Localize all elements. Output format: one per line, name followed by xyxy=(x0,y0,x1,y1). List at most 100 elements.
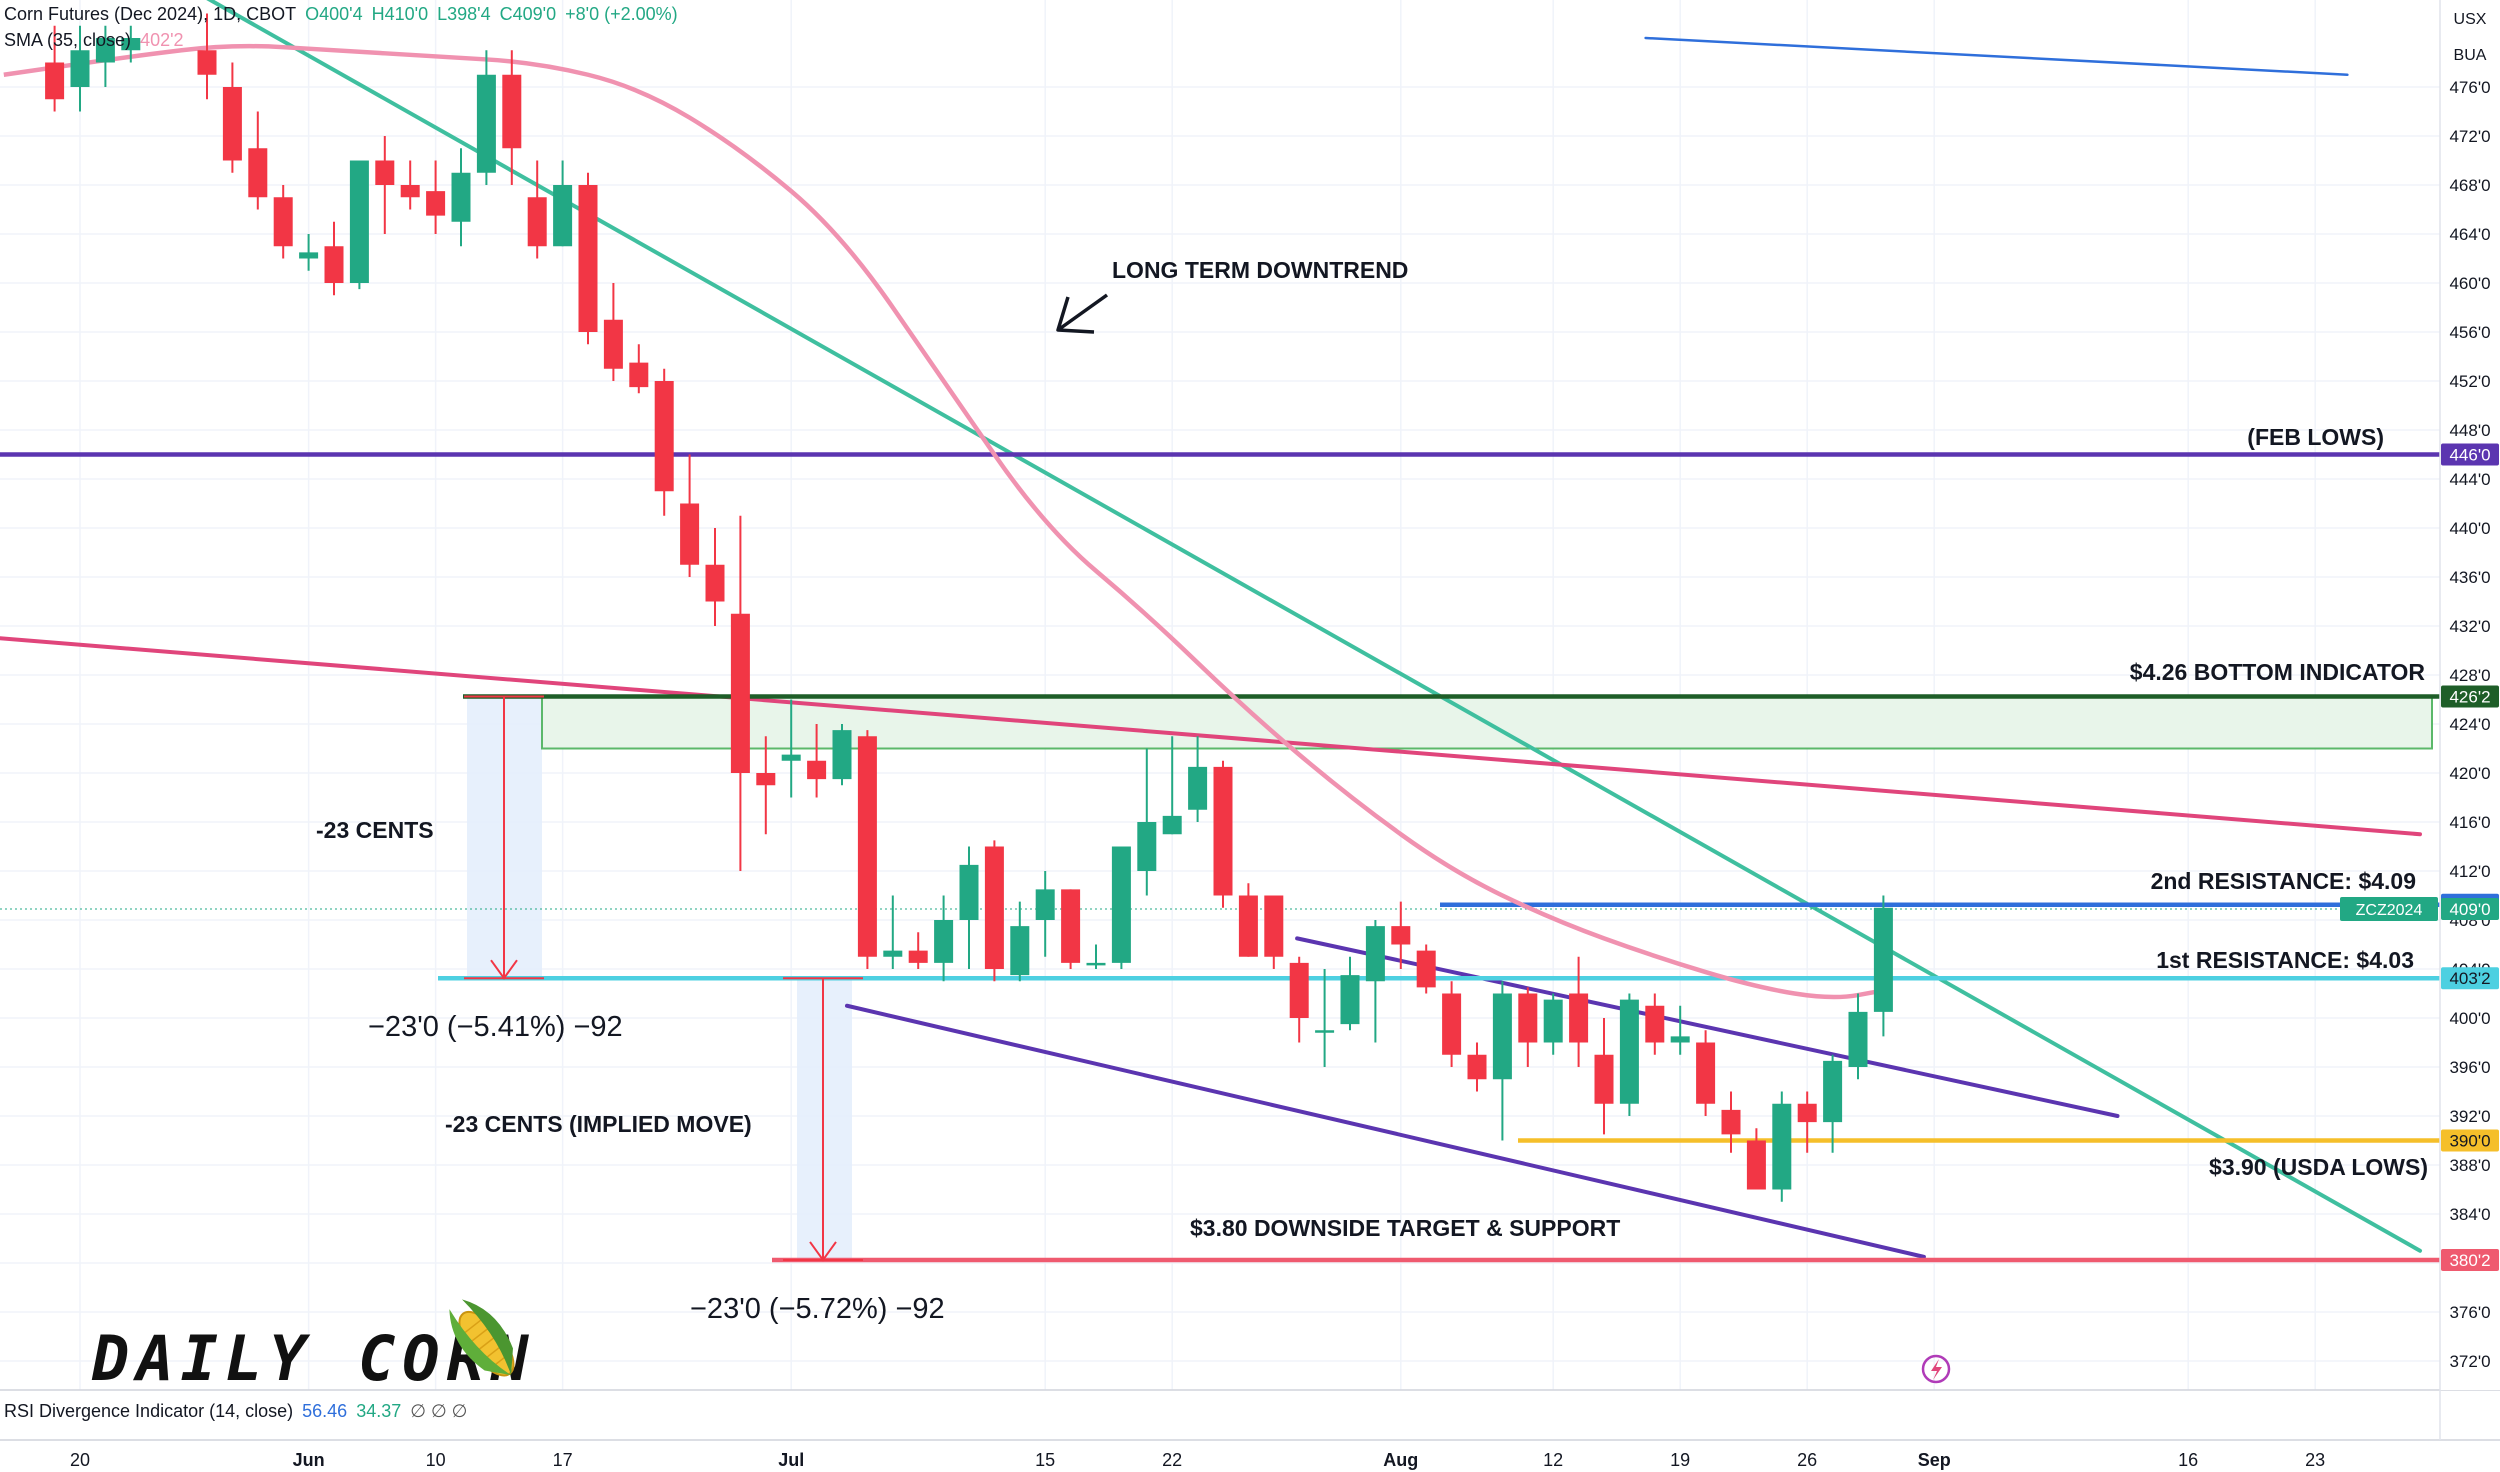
trendline-channel-lower[interactable] xyxy=(845,1003,1926,1259)
candle-body xyxy=(603,319,623,369)
measure-1-readout: −23'0 (−5.41%) −92 xyxy=(368,1011,623,1043)
candle-body xyxy=(934,920,954,963)
time-tick-label: 20 xyxy=(70,1450,90,1470)
candle-body xyxy=(1264,895,1284,957)
candle-body xyxy=(857,736,877,957)
trendline-blue-downtrend[interactable] xyxy=(1644,36,2349,76)
candle-body xyxy=(1391,926,1411,945)
candle xyxy=(1188,736,1208,822)
price-tick-label: 388'0 xyxy=(2449,1156,2490,1175)
candle xyxy=(959,846,979,969)
candle-body xyxy=(299,252,319,259)
downside-target-label: $3.80 DOWNSIDE TARGET & SUPPORT xyxy=(1190,1215,1620,1241)
horizontal-levels[interactable] xyxy=(0,452,2440,1263)
time-tick-label: 16 xyxy=(2178,1450,2198,1470)
candle-body xyxy=(1696,1042,1716,1104)
candle-body xyxy=(705,564,725,602)
candle xyxy=(95,25,115,87)
time-tick-label: Sep xyxy=(1918,1450,1951,1470)
candle-body xyxy=(1594,1054,1614,1104)
price-tick-label: 416'0 xyxy=(2449,813,2490,832)
candle xyxy=(426,160,446,234)
candle xyxy=(1543,993,1563,1055)
axis-unit: BUA xyxy=(2454,47,2487,64)
candle-body xyxy=(1035,889,1055,920)
rsi-extras: ∅ ∅ ∅ xyxy=(410,1401,468,1421)
candle-body xyxy=(222,87,242,161)
candle-body xyxy=(1569,993,1589,1043)
candle xyxy=(1442,981,1462,1067)
candle xyxy=(1238,883,1258,957)
rsi-legend[interactable]: RSI Divergence Indicator (14, close) 56.… xyxy=(4,1401,471,1422)
candle xyxy=(121,25,141,63)
candle-body xyxy=(883,950,903,957)
candle-body xyxy=(984,846,1004,969)
candle xyxy=(1619,993,1639,1116)
time-axis[interactable]: 20 Jun 10 17 Jul 15 22 Aug 12 19 26 Sep 16 23 xyxy=(70,1450,2325,1470)
candle xyxy=(654,368,674,516)
candle-body xyxy=(273,197,293,247)
corn-icon xyxy=(449,1299,515,1377)
lightning-icon xyxy=(1931,1359,1942,1380)
candle xyxy=(375,136,395,234)
price-tick-label: 396'0 xyxy=(2449,1058,2490,1077)
candle xyxy=(324,221,344,296)
measure-2-readout: −23'0 (−5.72%) −92 xyxy=(690,1293,945,1325)
candle-body xyxy=(781,754,801,761)
long-term-arrowhead-icon xyxy=(1056,296,1095,334)
price-tag-label: 380'2 xyxy=(2449,1251,2490,1270)
candle-body xyxy=(1619,999,1639,1104)
candle-body xyxy=(1772,1103,1792,1190)
candle xyxy=(857,730,877,969)
candle xyxy=(1594,1018,1614,1135)
candle-body xyxy=(1086,962,1106,966)
candle-body xyxy=(959,864,979,920)
price-tick-label: 420'0 xyxy=(2449,764,2490,783)
candle-body xyxy=(476,74,496,173)
price-tag-bg xyxy=(2441,1129,2499,1152)
candle-body xyxy=(1721,1109,1741,1135)
time-tick-label: 12 xyxy=(1543,1450,1563,1470)
candle-body xyxy=(1797,1103,1817,1123)
candle xyxy=(197,13,217,100)
candle-body xyxy=(70,50,90,87)
price-axis[interactable]: USX BUA 476'0 472'0 468'0 464'0 460'0 456'0 452'… xyxy=(2340,0,2500,1440)
candle-body xyxy=(1111,846,1131,963)
alert-badge-icon[interactable] xyxy=(1921,1354,1951,1384)
candle xyxy=(1213,760,1233,908)
candle-body xyxy=(730,613,750,773)
price-tick-label: 440'0 xyxy=(2449,519,2490,538)
candle-body xyxy=(1340,975,1360,1025)
candle xyxy=(603,283,623,381)
candle xyxy=(1670,1005,1690,1055)
price-tag-bg xyxy=(2441,685,2499,708)
candle-body xyxy=(197,50,217,75)
candle-body xyxy=(1543,999,1563,1043)
measure-zone-2 xyxy=(797,978,852,1260)
symbol-legend[interactable]: Corn Futures (Dec 2024), 1D, CBOT O400'4… xyxy=(4,4,682,25)
candle-body xyxy=(1848,1011,1868,1067)
candle xyxy=(1746,1128,1766,1190)
price-tick-label: 472'0 xyxy=(2449,127,2490,146)
candle xyxy=(1162,736,1182,835)
implied-move-label: -23 CENTS (IMPLIED MOVE) xyxy=(445,1111,752,1137)
time-tick-label: Jul xyxy=(778,1450,804,1470)
candle-body xyxy=(121,38,141,51)
price-tag-label: 403'2 xyxy=(2449,969,2490,988)
candle-body xyxy=(908,950,928,963)
time-tick-label: 10 xyxy=(426,1450,446,1470)
price-tick-label: 392'0 xyxy=(2449,1107,2490,1126)
time-tick-label: Aug xyxy=(1383,1450,1418,1470)
ohlc-low: L398'4 xyxy=(437,4,491,24)
sma-legend[interactable]: SMA (35, close) 402'2 xyxy=(4,30,188,51)
trendline-long-term-downtrend[interactable] xyxy=(0,0,2422,1253)
candle xyxy=(807,724,827,798)
candle-body xyxy=(756,773,776,786)
price-tick-label: 372'0 xyxy=(2449,1352,2490,1371)
trendline-pink-downtrend[interactable] xyxy=(0,636,2422,837)
candle-body xyxy=(400,185,420,198)
price-tick-label: 452'0 xyxy=(2449,372,2490,391)
long-term-arrow-icon xyxy=(1056,293,1109,332)
ohlc-change: +8'0 (+2.00%) xyxy=(565,4,678,24)
